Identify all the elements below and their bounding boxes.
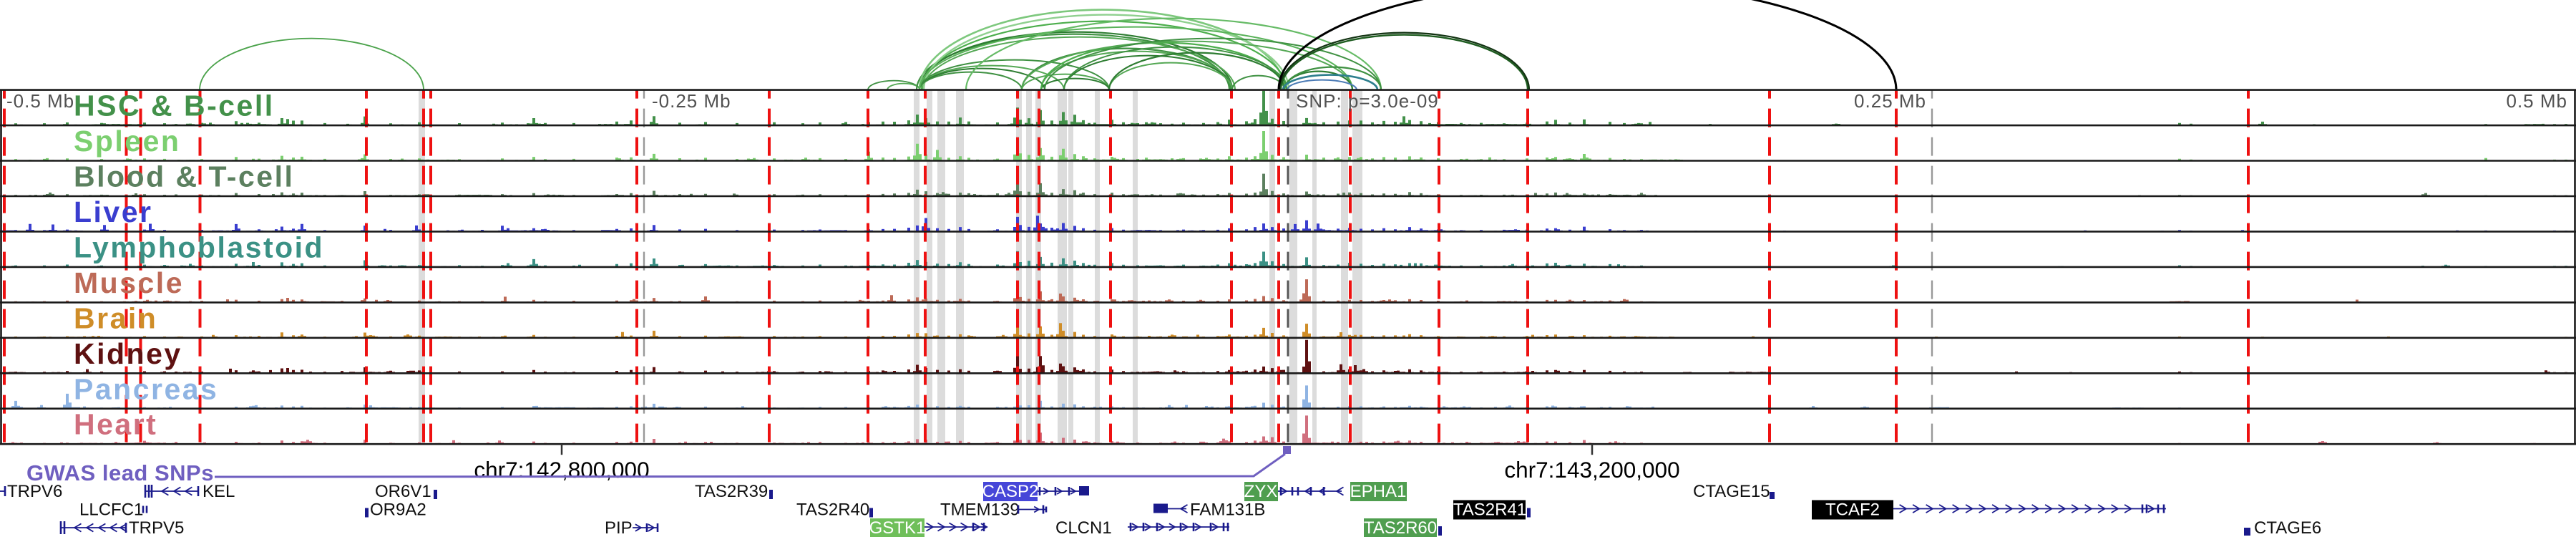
svg-text:Heart: Heart [74, 408, 157, 441]
svg-text:Brain: Brain [74, 301, 157, 334]
svg-text:CTAGE15: CTAGE15 [1693, 482, 1770, 501]
svg-text:TCAF2: TCAF2 [1825, 500, 1880, 520]
svg-text:chr7:143,200,000: chr7:143,200,000 [1504, 457, 1679, 483]
svg-text:KEL: KEL [203, 482, 235, 501]
svg-text:-0.25 Mb: -0.25 Mb [652, 90, 731, 112]
svg-text:OR6V1: OR6V1 [375, 482, 431, 501]
svg-text:TAS2R41: TAS2R41 [1453, 500, 1526, 520]
svg-text:EPHA1: EPHA1 [1350, 482, 1407, 501]
svg-text:LLCFC1: LLCFC1 [79, 500, 143, 520]
svg-text:Liver: Liver [74, 195, 153, 228]
svg-text:Spleen: Spleen [74, 125, 180, 158]
svg-text:Blood & T-cell: Blood & T-cell [74, 160, 294, 193]
svg-text:ZYX: ZYX [1244, 482, 1278, 501]
svg-text:CTAGE6: CTAGE6 [2254, 518, 2321, 537]
svg-text:CLCN1: CLCN1 [1055, 518, 1112, 537]
svg-text:0.25 Mb: 0.25 Mb [1854, 90, 1926, 112]
svg-text:OR9A2: OR9A2 [370, 500, 426, 520]
svg-text:TRPV6: TRPV6 [7, 482, 62, 501]
svg-text:TAS2R39: TAS2R39 [695, 482, 768, 501]
svg-text:PIP: PIP [605, 518, 633, 537]
svg-text:GWAS lead SNPs: GWAS lead SNPs [26, 460, 214, 485]
svg-text:SNP: p=3.0e-09: SNP: p=3.0e-09 [1296, 90, 1439, 112]
svg-text:0.5 Mb: 0.5 Mb [2507, 90, 2568, 112]
svg-text:-0.5 Mb: -0.5 Mb [6, 90, 74, 112]
svg-text:Pancreas: Pancreas [74, 372, 218, 405]
svg-text:Kidney: Kidney [74, 337, 182, 370]
svg-text:Muscle: Muscle [74, 266, 184, 299]
svg-text:TRPV5: TRPV5 [129, 518, 184, 537]
svg-text:GSTK1: GSTK1 [869, 518, 926, 537]
svg-text:TAS2R40: TAS2R40 [796, 500, 869, 520]
svg-text:Lymphoblastoid: Lymphoblastoid [74, 231, 324, 263]
svg-text:TAS2R60: TAS2R60 [1364, 518, 1437, 537]
svg-text:chr7:142,800,000: chr7:142,800,000 [474, 457, 649, 483]
svg-text:FAM131B: FAM131B [1190, 500, 1265, 520]
svg-text:CASP2: CASP2 [982, 482, 1039, 501]
svg-text:HSC & B-cell: HSC & B-cell [74, 90, 275, 122]
svg-text:TMEM139: TMEM139 [940, 500, 1020, 520]
